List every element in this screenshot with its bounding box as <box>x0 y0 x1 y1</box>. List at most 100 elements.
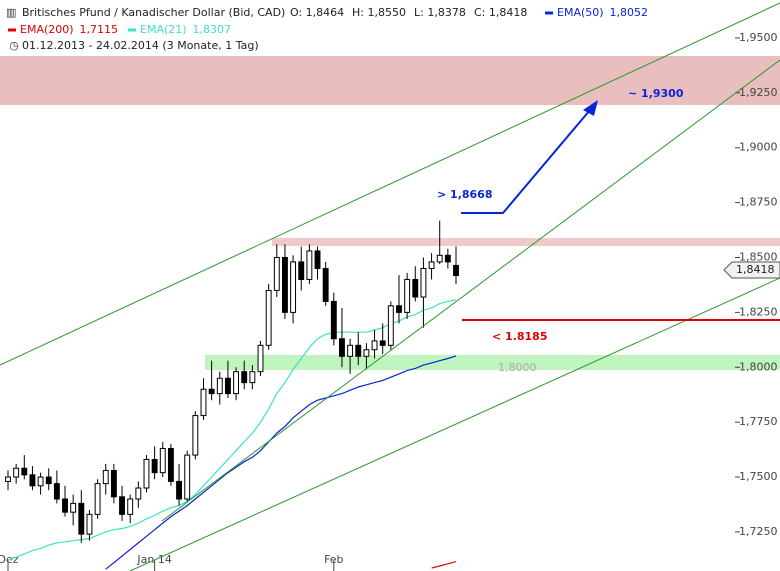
candle-body <box>428 261 435 269</box>
legend-name: EMA(50) <box>557 6 604 19</box>
trend-line <box>129 277 780 571</box>
stop-label: < 1.8185 <box>492 330 548 343</box>
candle-body <box>78 502 85 535</box>
candle-body <box>290 261 297 313</box>
candle-body <box>110 469 117 498</box>
candle-body <box>200 388 207 417</box>
candle-body <box>102 469 109 485</box>
candle-body <box>314 250 321 269</box>
y-tick-label: 1,8000 <box>739 360 778 373</box>
candle-body <box>420 267 427 298</box>
candle-body <box>257 344 264 373</box>
candle-body <box>233 371 240 395</box>
candle-body <box>298 261 305 280</box>
candle-body <box>216 377 223 395</box>
target-label: ~ 1,9300 <box>628 87 684 100</box>
candle-body <box>273 257 280 291</box>
plot: 1,9500 1,9250 1,9000 1,8750 1,8500 1,8250 1,80… <box>0 31 778 571</box>
candle-body <box>192 415 199 456</box>
y-tick-label: 1,7750 <box>739 415 778 428</box>
candle-body <box>355 344 362 357</box>
support-zone <box>205 355 780 370</box>
zones <box>0 56 780 370</box>
candle-body <box>167 448 174 482</box>
candle-body <box>379 340 386 346</box>
candle-body <box>330 300 337 340</box>
candle-body <box>404 278 411 313</box>
ohlc: L: 1,8378 <box>414 6 466 19</box>
candle-body <box>86 513 93 535</box>
candle-body <box>282 257 288 313</box>
candle-body <box>13 467 20 478</box>
candle-body <box>159 448 166 474</box>
y-tick-label: 1,7250 <box>739 525 778 538</box>
trend-line <box>161 59 780 522</box>
candle-body <box>339 338 345 357</box>
candle-body <box>249 371 256 384</box>
zone-label: 1,8000 <box>498 361 537 374</box>
breakout-label: > 1,8668 <box>437 188 493 201</box>
candle-body <box>371 340 378 351</box>
candle-body <box>265 289 272 346</box>
y-tick-label: 1,9500 <box>739 31 778 44</box>
candle-body <box>453 264 459 277</box>
candle-body <box>387 305 394 346</box>
legend-name: EMA(200) <box>20 23 74 36</box>
candle-body <box>70 502 77 513</box>
target-arrow <box>461 109 591 214</box>
ohlc: H: 1,8550 <box>352 6 406 19</box>
title: Britisches Pfund / Kanadischer Dollar (B… <box>22 6 285 19</box>
arrow-head <box>583 100 598 116</box>
candle-body <box>363 349 370 357</box>
candle-body <box>143 458 150 489</box>
candle-body <box>306 250 313 280</box>
candle-body <box>208 388 215 395</box>
ema-line <box>105 355 457 570</box>
candle-body <box>412 278 419 298</box>
period: 01.12.2013 - 24.02.2014 (3 Monate, 1 Tag… <box>22 39 259 52</box>
ema-line <box>7 299 457 562</box>
candle-body <box>45 476 52 485</box>
resistance-zone <box>272 238 780 246</box>
legend-name: EMA(21) <box>140 23 187 36</box>
y-tick-label: 1,8750 <box>739 196 778 209</box>
y-tick-label: 1,8500 <box>739 251 778 264</box>
legend-value: 1,8052 <box>610 6 649 19</box>
badge-shape <box>723 261 780 279</box>
candle-body <box>127 498 134 515</box>
x-tick-label: Feb <box>324 553 343 566</box>
candle-body <box>322 267 329 302</box>
y-tick-label: 1,8250 <box>739 305 778 318</box>
candle-body <box>37 476 44 487</box>
y-tick-label: 1,9000 <box>739 141 778 154</box>
candle-body <box>184 454 191 500</box>
y-tick-label: 1,9250 <box>739 86 778 99</box>
candle-body <box>5 476 11 482</box>
candle-body <box>94 483 101 515</box>
ohlc: C: 1,8418 <box>474 6 527 19</box>
candle-body <box>21 467 28 476</box>
y-tick-label: 1,7500 <box>739 470 778 483</box>
candle-body <box>119 496 125 515</box>
last-price: 1,8418 <box>736 263 775 276</box>
ema-line <box>431 561 457 569</box>
candle-body <box>436 254 443 263</box>
candle-body <box>224 377 231 395</box>
ohlc: O: 1,8464 <box>290 6 344 19</box>
resistance-zone <box>0 56 780 105</box>
clock-icon: ◷ <box>9 39 19 52</box>
trend-line <box>0 2 780 366</box>
icon: ▥ <box>6 6 16 19</box>
header: ▥ Britisches Pfund / Kanadischer Dollar … <box>6 6 648 52</box>
candle-body <box>135 487 142 500</box>
candle-body <box>176 480 182 500</box>
candle-body <box>444 254 451 263</box>
candle-body <box>151 458 158 474</box>
candle-body <box>53 483 60 500</box>
candle-body <box>29 474 36 487</box>
candle-body <box>396 305 402 313</box>
legend-value: 1,8307 <box>193 23 232 36</box>
candle-body <box>62 498 68 513</box>
